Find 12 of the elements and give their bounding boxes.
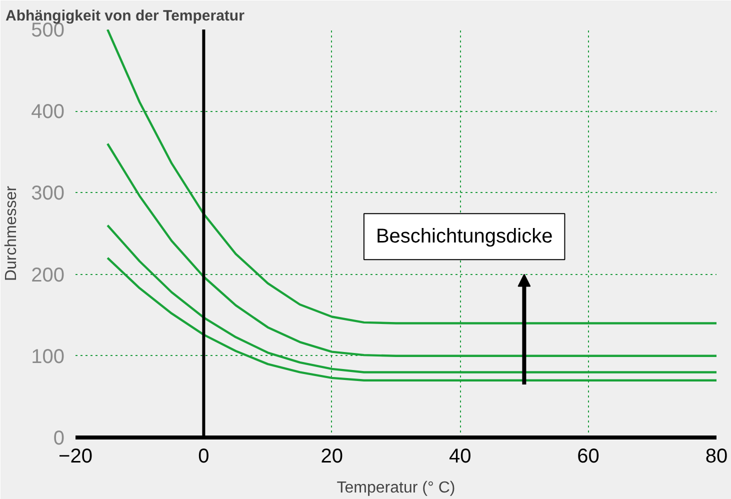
x-tick-label: 0 bbox=[198, 446, 210, 468]
annotation: Beschichtungsdicke bbox=[376, 226, 553, 248]
y-tick-label: 100 bbox=[31, 346, 65, 368]
x-tick-label: 20 bbox=[320, 446, 344, 468]
x-tick-label: 60 bbox=[577, 446, 600, 468]
x-tick-label: 40 bbox=[448, 446, 472, 468]
y-tick-label: 200 bbox=[31, 264, 65, 286]
x-axis-title: Temperatur (° C) bbox=[336, 480, 456, 496]
y-tick-label: 300 bbox=[31, 182, 65, 205]
x-tick-label: 80 bbox=[705, 446, 728, 468]
y-axis-title: Durchmesser bbox=[3, 185, 20, 282]
y-tick-label: 400 bbox=[31, 101, 65, 124]
